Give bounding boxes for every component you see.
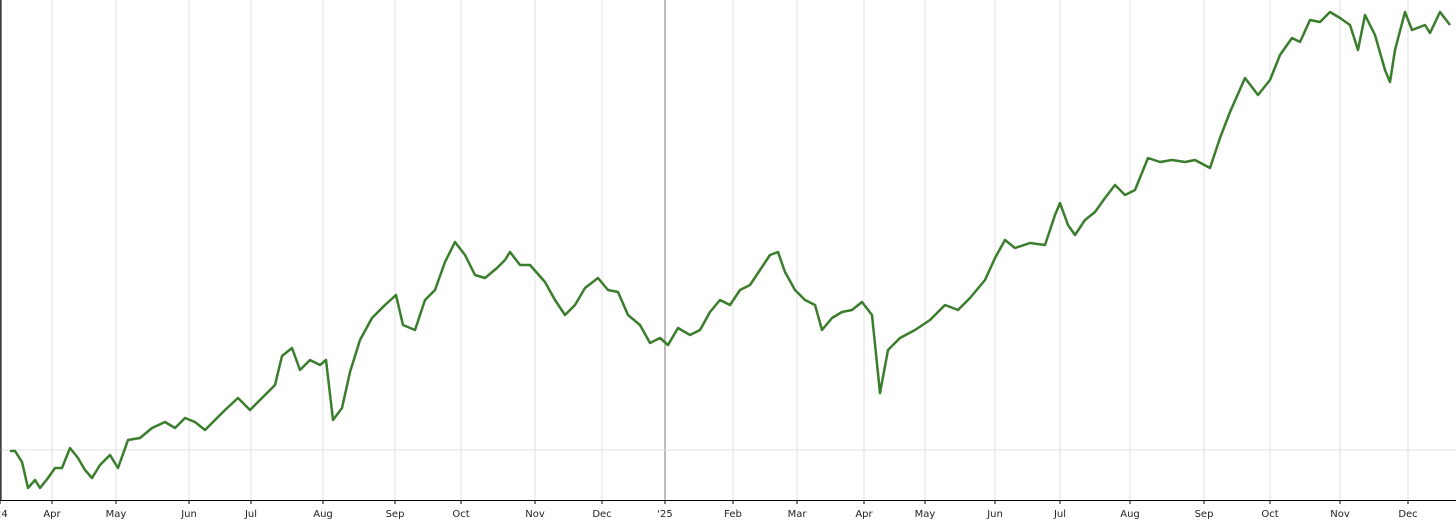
x-tick-label: Mar bbox=[788, 509, 808, 520]
x-tick-label: Oct bbox=[452, 509, 469, 520]
x-tick-label: Sep bbox=[386, 509, 405, 520]
x-tick-label: Jul bbox=[1053, 509, 1066, 520]
x-tick-label: Jun bbox=[180, 509, 197, 520]
x-tick-label: Apr bbox=[43, 509, 61, 520]
x-tick-label: Nov bbox=[1330, 509, 1350, 520]
x-tick-label: Dec bbox=[1398, 509, 1417, 520]
x-tick-label: May bbox=[106, 509, 127, 520]
x-tick-label: Oct bbox=[1261, 509, 1278, 520]
x-tick-label: '25 bbox=[657, 509, 672, 520]
x-tick-label: Aug bbox=[313, 509, 333, 520]
x-tick-label: Dec bbox=[592, 509, 611, 520]
x-tick-label: May bbox=[915, 509, 936, 520]
x-tick-label: Jul bbox=[244, 509, 257, 520]
x-tick-label: '24 bbox=[0, 509, 8, 520]
x-tick-label: Sep bbox=[1195, 509, 1214, 520]
line-series bbox=[10, 10, 1451, 490]
x-tick-label: Aug bbox=[1120, 509, 1140, 520]
x-tick-label: Apr bbox=[855, 509, 873, 520]
x-tick-label: Nov bbox=[525, 509, 545, 520]
x-tick-label: Feb bbox=[724, 509, 742, 520]
x-tick-label: Jun bbox=[986, 509, 1003, 520]
